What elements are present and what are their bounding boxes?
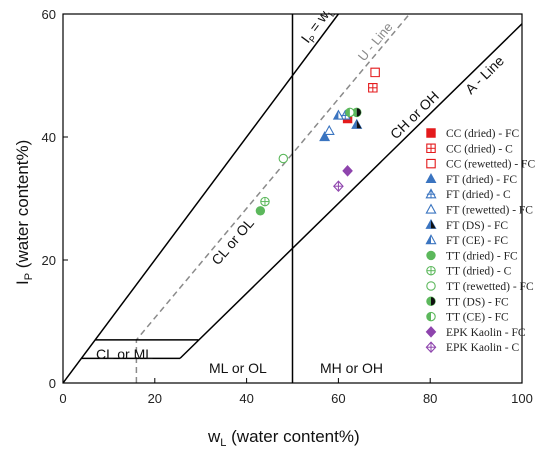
legend-marker — [425, 326, 437, 338]
legend-marker — [425, 173, 437, 183]
y-tick-label: 20 — [42, 253, 56, 268]
reference-lines — [63, 14, 522, 383]
legend-marker — [426, 250, 436, 261]
legend-label: TT (dried) - FC — [446, 250, 518, 262]
line-a-line — [179, 23, 522, 359]
legend-marker — [425, 218, 437, 229]
ip-equals-wl-label: IP = wL — [298, 3, 338, 47]
x-tick-label: 60 — [331, 391, 345, 406]
plot-frame — [62, 13, 523, 384]
legend-label: TT (DS) - FC — [446, 296, 509, 308]
line-u-line — [135, 14, 411, 383]
legend-label: CC (dried) - FC — [446, 128, 519, 140]
point-cc-dried-c — [368, 83, 378, 93]
x-axis-title: wL (water content%) — [207, 427, 360, 449]
point-ft-ce-fc — [332, 109, 344, 120]
y-axis-title: IP (water content%) — [13, 140, 35, 285]
legend-item: TT (rewetted) - FC — [426, 281, 534, 293]
legend-marker — [425, 234, 437, 245]
legend-marker — [426, 128, 436, 138]
legend-marker — [425, 341, 437, 354]
point-ft-rewetted-fc — [323, 124, 335, 135]
legend-label: FT (CE) - FC — [446, 235, 508, 247]
legend-marker — [426, 265, 436, 276]
zone-label-ml-ol: ML or OL — [209, 360, 267, 376]
point-epk-kaolin-c — [333, 180, 344, 193]
legend-label: FT (dried) - FC — [446, 174, 517, 186]
legend-marker — [426, 281, 436, 291]
legend-label: FT (DS) - FC — [446, 220, 508, 232]
legend-label: EPK Kaolin - C — [446, 342, 519, 354]
legend-item: FT (dried) - FC — [425, 173, 517, 186]
legend-marker — [426, 143, 436, 154]
data-points — [255, 67, 380, 216]
zone-label-cl-ml: CL or ML — [96, 346, 153, 362]
legend-item: CC (dried) - C — [426, 143, 513, 155]
a-line-label: A - Line — [462, 52, 507, 97]
legend-label: CC (dried) - C — [446, 143, 513, 155]
legend-label: TT (CE) - FC — [446, 312, 509, 324]
legend-label: FT (dried) - C — [446, 189, 511, 201]
point-cc-rewetted-fc — [370, 67, 380, 78]
x-tick-label: 100 — [511, 391, 533, 406]
legend-item: FT (DS) - FC — [425, 218, 508, 232]
legend-item: CC (dried) - FC — [426, 128, 519, 140]
point-ft-ds-fc — [351, 118, 363, 129]
legend-item: CC (rewetted) - FC — [426, 158, 535, 171]
legend-marker — [426, 158, 436, 169]
legend-marker — [425, 188, 437, 199]
legend-marker — [425, 203, 437, 214]
legend-label: TT (rewetted) - FC — [446, 281, 534, 293]
point-epk-kaolin-fc — [342, 165, 353, 177]
legend-item: TT (dried) - FC — [426, 250, 518, 262]
legend-item: TT (DS) - FC — [426, 296, 509, 308]
y-tick-label: 40 — [42, 130, 56, 145]
point-tt-dried-fc — [255, 206, 266, 216]
legend-label: CC (rewetted) - FC — [446, 159, 535, 171]
line-ip-wl — [63, 14, 340, 383]
legend-marker — [426, 311, 436, 322]
point-ft-dried-fc — [319, 131, 331, 142]
y-tick-label: 60 — [42, 7, 56, 22]
zone-label-cl-ol: CL or OL — [208, 215, 257, 268]
u-line-label: U - Line — [355, 19, 396, 64]
legend-item: FT (rewetted) - FC — [425, 203, 533, 217]
legend-item: EPK Kaolin - C — [425, 341, 519, 354]
legend: CC (dried) - FC CC (dried) - C CC (rewette… — [425, 128, 535, 354]
legend-marker — [426, 296, 436, 307]
legend-label: FT (rewetted) - FC — [446, 205, 533, 217]
zone-label-mh-oh: MH or OH — [320, 360, 383, 376]
x-tick-label: 20 — [148, 391, 162, 406]
x-tick-label: 80 — [423, 391, 437, 406]
legend-item: TT (dried) - C — [426, 265, 512, 278]
point-tt-ce-fc — [345, 107, 355, 118]
point-tt-dried-c — [260, 196, 270, 207]
legend-item: FT (CE) - FC — [425, 234, 508, 247]
legend-label: TT (dried) - C — [446, 266, 512, 278]
axes: 0 20 40 60 80 100 0 20 40 60 wL (water content%) IP… — [13, 7, 533, 449]
y-tick-label: 0 — [49, 376, 56, 391]
legend-label: EPK Kaolin - FC — [446, 327, 526, 339]
legend-item: FT (dried) - C — [425, 188, 511, 201]
x-tick-label: 40 — [239, 391, 253, 406]
legend-item: EPK Kaolin - FC — [425, 326, 526, 339]
point-tt-rewetted-fc — [278, 153, 289, 164]
x-tick-label: 0 — [59, 391, 66, 406]
legend-item: TT (CE) - FC — [426, 311, 509, 324]
